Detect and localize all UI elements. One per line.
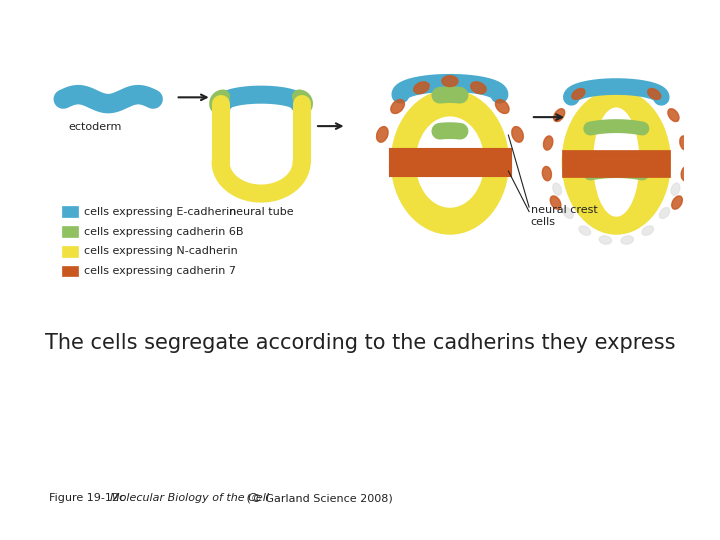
Ellipse shape <box>579 226 590 235</box>
Ellipse shape <box>391 99 405 113</box>
Ellipse shape <box>681 166 690 181</box>
Ellipse shape <box>392 90 508 234</box>
Ellipse shape <box>512 126 523 142</box>
Text: cells expressing N-cadherin: cells expressing N-cadherin <box>84 246 238 256</box>
Ellipse shape <box>648 89 661 99</box>
Ellipse shape <box>544 136 553 150</box>
Ellipse shape <box>416 117 484 207</box>
Text: The cells segregate according to the cadherins they express: The cells segregate according to the cad… <box>45 333 675 353</box>
Ellipse shape <box>442 76 458 86</box>
Ellipse shape <box>660 207 670 219</box>
Ellipse shape <box>572 89 585 99</box>
Ellipse shape <box>672 196 683 209</box>
Ellipse shape <box>414 82 429 93</box>
Text: cells expressing E-cadherin: cells expressing E-cadherin <box>84 207 236 217</box>
Text: Molecular Biology of the Cell: Molecular Biology of the Cell <box>110 493 269 503</box>
Ellipse shape <box>550 196 561 209</box>
Text: Figure 19-12c: Figure 19-12c <box>49 493 132 503</box>
Ellipse shape <box>668 109 679 122</box>
Text: cells expressing cadherin 6B: cells expressing cadherin 6B <box>84 226 243 237</box>
Bar <box>62 266 78 276</box>
Text: ectoderm: ectoderm <box>68 122 122 132</box>
Ellipse shape <box>542 166 552 181</box>
Text: neural crest
cells: neural crest cells <box>531 205 598 227</box>
Text: (© Garland Science 2008): (© Garland Science 2008) <box>243 493 393 503</box>
Bar <box>62 206 78 217</box>
Ellipse shape <box>495 99 509 113</box>
Ellipse shape <box>553 183 562 195</box>
Ellipse shape <box>599 236 611 244</box>
Bar <box>62 246 78 256</box>
Ellipse shape <box>471 82 486 93</box>
Ellipse shape <box>621 236 634 244</box>
Ellipse shape <box>680 136 689 150</box>
Bar <box>62 226 78 237</box>
Ellipse shape <box>562 90 670 234</box>
Ellipse shape <box>563 207 573 219</box>
Ellipse shape <box>377 126 388 142</box>
Ellipse shape <box>671 183 680 195</box>
Ellipse shape <box>594 108 639 216</box>
Text: neural tube: neural tube <box>229 207 293 217</box>
Ellipse shape <box>554 109 564 122</box>
Ellipse shape <box>642 226 654 235</box>
Text: cells expressing cadherin 7: cells expressing cadherin 7 <box>84 266 235 276</box>
